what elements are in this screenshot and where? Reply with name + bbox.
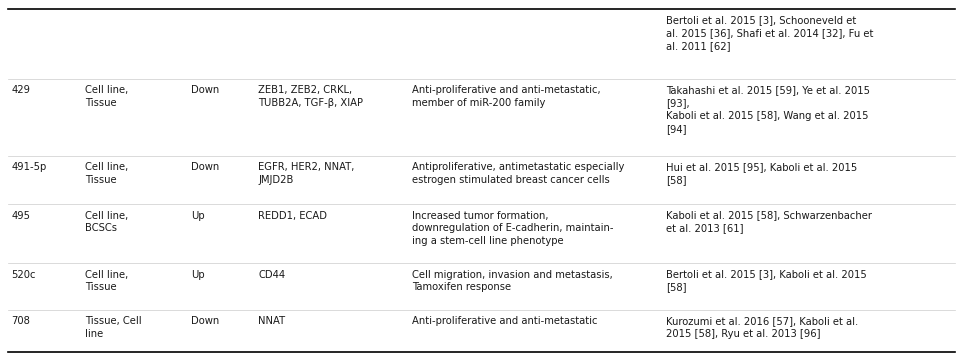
Text: Cell line,
Tissue: Cell line, Tissue (85, 85, 128, 108)
Text: Tissue, Cell
line: Tissue, Cell line (85, 316, 142, 339)
Text: Cell migration, invasion and metastasis,
Tamoxifen response: Cell migration, invasion and metastasis,… (412, 270, 612, 292)
Text: Cell line,
BCSCs: Cell line, BCSCs (85, 211, 128, 233)
Text: Up: Up (191, 211, 204, 221)
Text: REDD1, ECAD: REDD1, ECAD (258, 211, 327, 221)
Text: Takahashi et al. 2015 [59], Ye et al. 2015
[93],
Kaboli et al. 2015 [58], Wang e: Takahashi et al. 2015 [59], Ye et al. 20… (666, 85, 871, 134)
Text: 520c: 520c (12, 270, 36, 280)
Text: Bertoli et al. 2015 [3], Kaboli et al. 2015
[58]: Bertoli et al. 2015 [3], Kaboli et al. 2… (666, 270, 867, 292)
Text: 429: 429 (12, 85, 31, 95)
Text: Hui et al. 2015 [95], Kaboli et al. 2015
[58]: Hui et al. 2015 [95], Kaboli et al. 2015… (666, 162, 858, 185)
Text: ZEB1, ZEB2, CRKL,
TUBB2A, TGF-β, XIAP: ZEB1, ZEB2, CRKL, TUBB2A, TGF-β, XIAP (258, 85, 363, 108)
Text: EGFR, HER2, NNAT,
JMJD2B: EGFR, HER2, NNAT, JMJD2B (258, 162, 354, 185)
Text: Down: Down (191, 85, 219, 95)
Text: Anti-proliferative and anti-metastatic,
member of miR-200 family: Anti-proliferative and anti-metastatic, … (412, 85, 601, 108)
Text: Up: Up (191, 270, 204, 280)
Text: Kurozumi et al. 2016 [57], Kaboli et al.
2015 [58], Ryu et al. 2013 [96]: Kurozumi et al. 2016 [57], Kaboli et al.… (666, 316, 859, 339)
Text: Down: Down (191, 316, 219, 326)
Text: Anti-proliferative and anti-metastatic: Anti-proliferative and anti-metastatic (412, 316, 598, 326)
Text: Kaboli et al. 2015 [58], Schwarzenbacher
et al. 2013 [61]: Kaboli et al. 2015 [58], Schwarzenbacher… (666, 211, 872, 233)
Text: Antiproliferative, antimetastatic especially
estrogen stimulated breast cancer c: Antiproliferative, antimetastatic especi… (412, 162, 625, 185)
Text: Bertoli et al. 2015 [3], Schooneveld et
al. 2015 [36], Shafi et al. 2014 [32], F: Bertoli et al. 2015 [3], Schooneveld et … (666, 15, 873, 51)
Text: Increased tumor formation,
downregulation of E-cadherin, maintain-
ing a stem-ce: Increased tumor formation, downregulatio… (412, 211, 613, 246)
Text: Cell line,
Tissue: Cell line, Tissue (85, 270, 128, 292)
Text: 491-5p: 491-5p (12, 162, 47, 172)
Text: 708: 708 (12, 316, 31, 326)
Text: Cell line,
Tissue: Cell line, Tissue (85, 162, 128, 185)
Text: CD44: CD44 (258, 270, 285, 280)
Text: 495: 495 (12, 211, 31, 221)
Text: Down: Down (191, 162, 219, 172)
Text: NNAT: NNAT (258, 316, 285, 326)
